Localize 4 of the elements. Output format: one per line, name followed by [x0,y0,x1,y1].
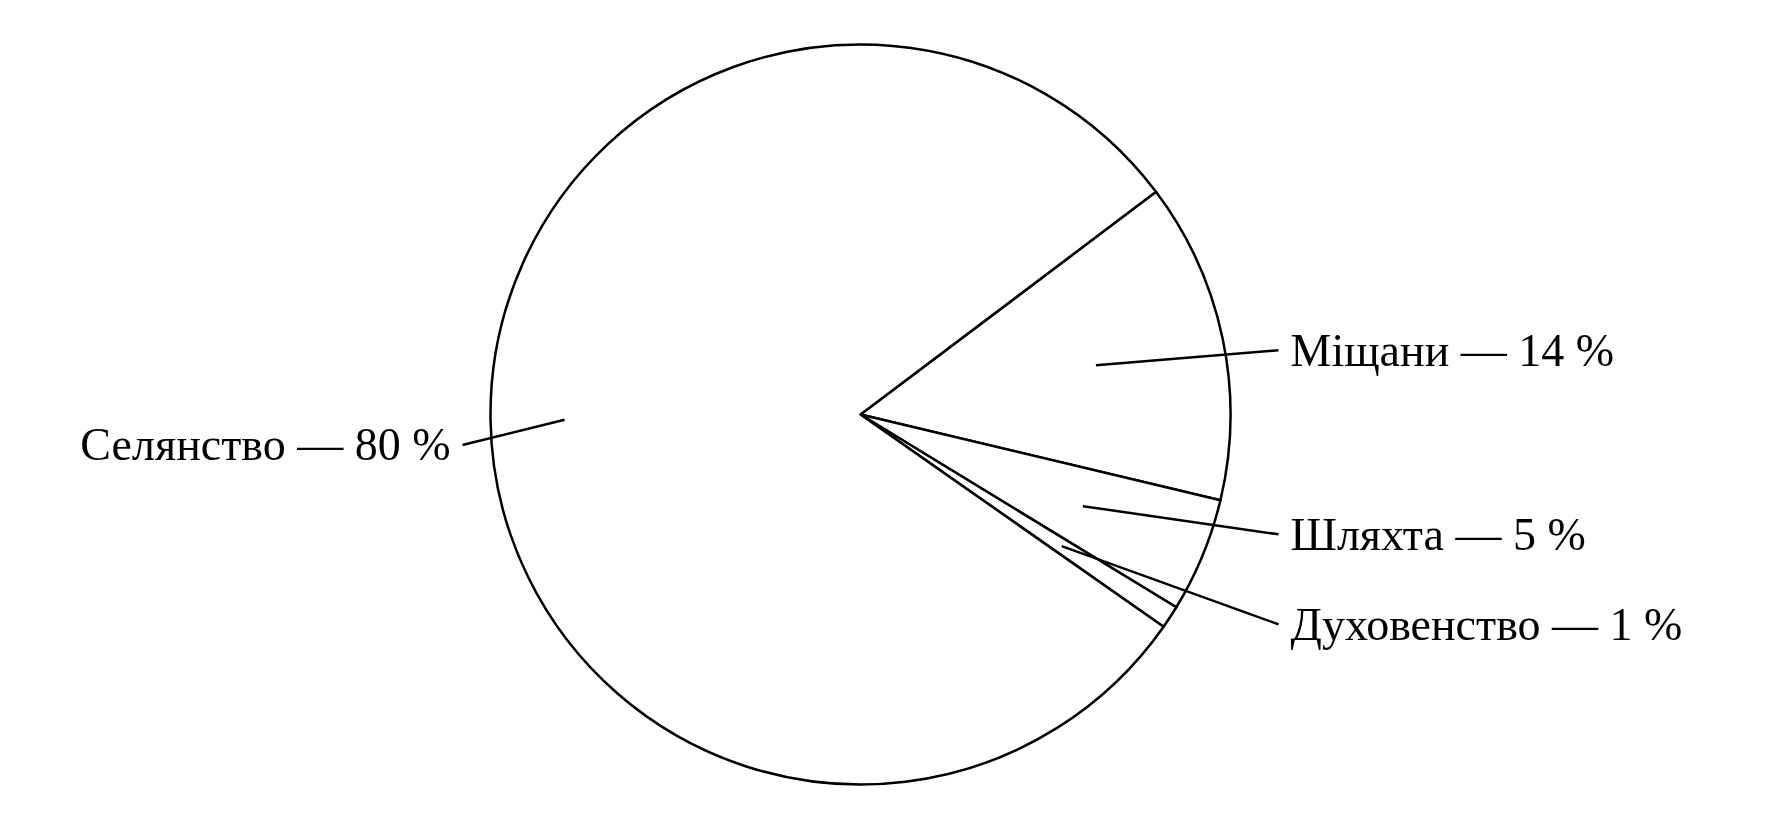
slice-label: Селянство — 80 % [80,419,451,471]
slice-label: Духовенство — 1 % [1290,598,1683,650]
slice-label: Міщани — 14 % [1290,324,1615,376]
slice-label: Шляхта — 5 % [1290,508,1586,560]
